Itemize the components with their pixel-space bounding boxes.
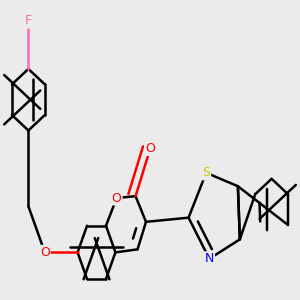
Text: S: S <box>202 166 210 179</box>
Text: O: O <box>145 142 155 155</box>
Text: O: O <box>40 246 50 259</box>
Text: F: F <box>25 14 32 28</box>
Text: N: N <box>205 252 214 265</box>
Text: O: O <box>112 191 122 205</box>
